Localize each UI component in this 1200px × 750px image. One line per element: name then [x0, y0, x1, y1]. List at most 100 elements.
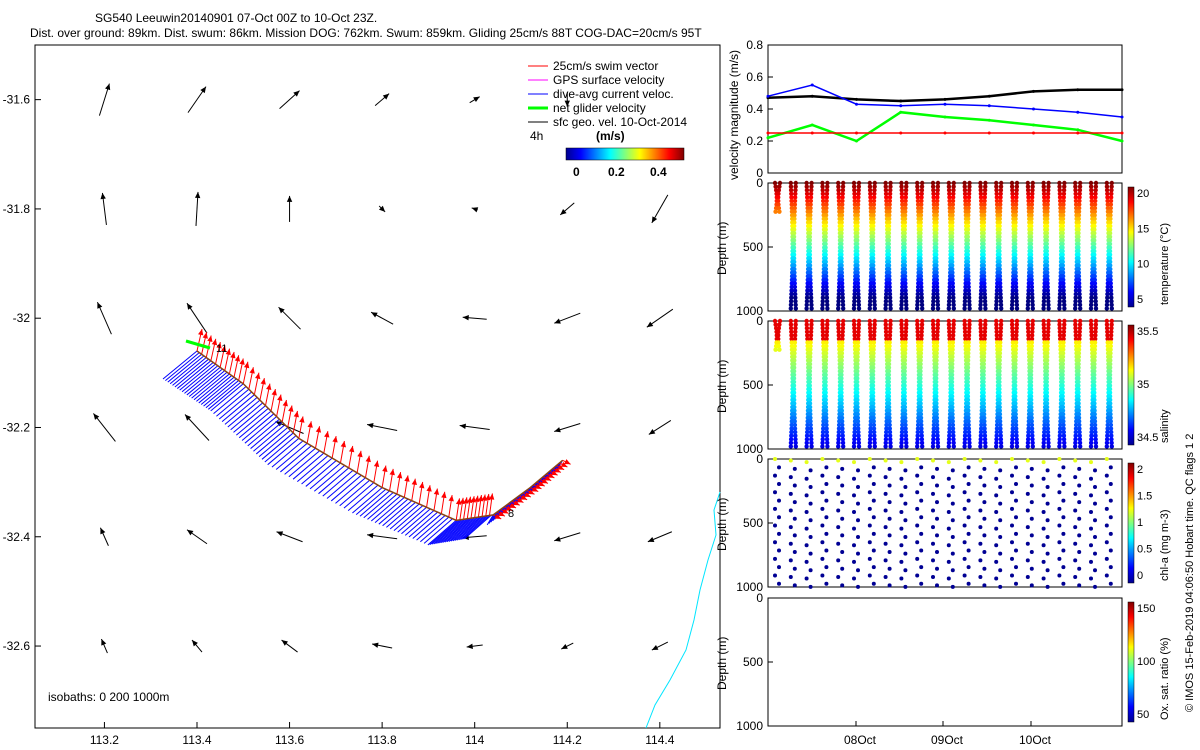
profile-sample [1026, 295, 1031, 300]
profile-sample [1061, 288, 1066, 293]
profile-sample [840, 288, 845, 293]
profile-sample [1041, 509, 1046, 514]
velocity-point [1032, 123, 1035, 127]
profile-sample [981, 266, 987, 272]
profile-sample [982, 347, 987, 352]
profile-sample [1089, 559, 1093, 564]
profile-sample [979, 340, 984, 345]
profile-sample [994, 333, 1000, 338]
profile-sample [824, 187, 830, 193]
profile-sample [902, 397, 907, 403]
profile-sample [1057, 333, 1063, 338]
profile-sample [997, 245, 1002, 250]
dac-vector [435, 518, 464, 545]
profile-sample [949, 379, 955, 385]
profile-sample [856, 329, 861, 334]
swim-vector [507, 502, 517, 509]
profile-sample [871, 209, 876, 214]
profile-sample [899, 526, 904, 531]
profile-sample [997, 390, 1002, 395]
profile-sample [824, 295, 830, 300]
profile-sample [836, 458, 841, 463]
profile-sample [809, 322, 814, 327]
profile-sample [1073, 558, 1078, 563]
profile-sample [1044, 379, 1050, 385]
profile-sample [1092, 386, 1097, 392]
profile-sample [950, 213, 955, 218]
profile-sample [886, 216, 892, 222]
profile-sample [791, 397, 797, 403]
colorbar-tick-label: 100 [1137, 656, 1155, 668]
profile-sample [966, 422, 971, 428]
profile-sample [1026, 422, 1031, 428]
profile-sample [820, 490, 825, 495]
profile-sample [934, 202, 940, 207]
profile-sample [867, 444, 872, 449]
profile-sample [902, 394, 907, 399]
profile-sample [1109, 180, 1115, 186]
profile-sample [997, 376, 1002, 381]
profile-sample [1073, 437, 1078, 442]
profile-sample [836, 444, 841, 449]
profile-sample [1089, 340, 1095, 345]
profile-sample [919, 295, 924, 300]
profile-sample [950, 223, 955, 229]
profile-sample [824, 281, 829, 286]
sfc-velocity-arrow-head [372, 642, 379, 648]
dac-vector [186, 366, 221, 396]
velocity-point [899, 99, 903, 103]
profile-sample [950, 284, 956, 290]
profile-sample [1045, 419, 1050, 424]
profile-sample [1077, 302, 1083, 308]
profile-sample [1060, 234, 1065, 239]
profile-sample [966, 288, 972, 293]
profile-sample [839, 252, 844, 257]
profile-sample [839, 281, 845, 286]
sfc-velocity-arrow [651, 641, 669, 651]
profile-sample [1028, 234, 1034, 239]
profile-sample [950, 568, 955, 573]
profile-sample [950, 419, 955, 424]
profile-sample [1044, 245, 1050, 250]
swim-vector-head [332, 436, 338, 443]
profile-sample [825, 440, 830, 446]
profile-sample [856, 198, 861, 204]
profile-sample [998, 468, 1003, 473]
profile-sample [807, 227, 813, 232]
profile-sample [902, 266, 908, 272]
profile-sample [887, 191, 893, 196]
profile-sample [899, 318, 904, 324]
profile-sample [998, 184, 1004, 189]
sfc-velocity-arrow [647, 531, 673, 543]
profile-sample [997, 397, 1002, 403]
profile-sample [947, 288, 952, 293]
profile-sample [1089, 437, 1094, 442]
profile-sample [1092, 365, 1097, 370]
dac-vector [442, 517, 472, 543]
profile-sample [935, 329, 940, 334]
swim-vector-head [202, 332, 208, 339]
velocity-point [810, 131, 814, 135]
sfc-velocity-arrow-head [473, 96, 480, 103]
profile-sample [915, 299, 920, 304]
profile-sample [1029, 566, 1034, 571]
profile-sample [855, 408, 860, 413]
profile-sample [1042, 426, 1047, 431]
profile-sample [886, 234, 892, 239]
profile-sample [1057, 444, 1062, 449]
profile-sample [935, 583, 939, 588]
profile-sample [836, 433, 841, 438]
profile-sample [856, 336, 861, 342]
profile-sample [1076, 230, 1081, 236]
profile-sample [950, 351, 955, 356]
profile-sample [950, 340, 956, 345]
profile-sample [887, 483, 892, 488]
sfc-velocity-arrow-head [367, 532, 374, 539]
profile-sample [1073, 458, 1078, 463]
profile-sample [840, 466, 845, 471]
profile-sample [856, 440, 862, 446]
profile-sample [807, 390, 813, 395]
profile-sample [888, 299, 893, 304]
profile-sample [852, 284, 858, 290]
profile-sample [792, 220, 797, 225]
